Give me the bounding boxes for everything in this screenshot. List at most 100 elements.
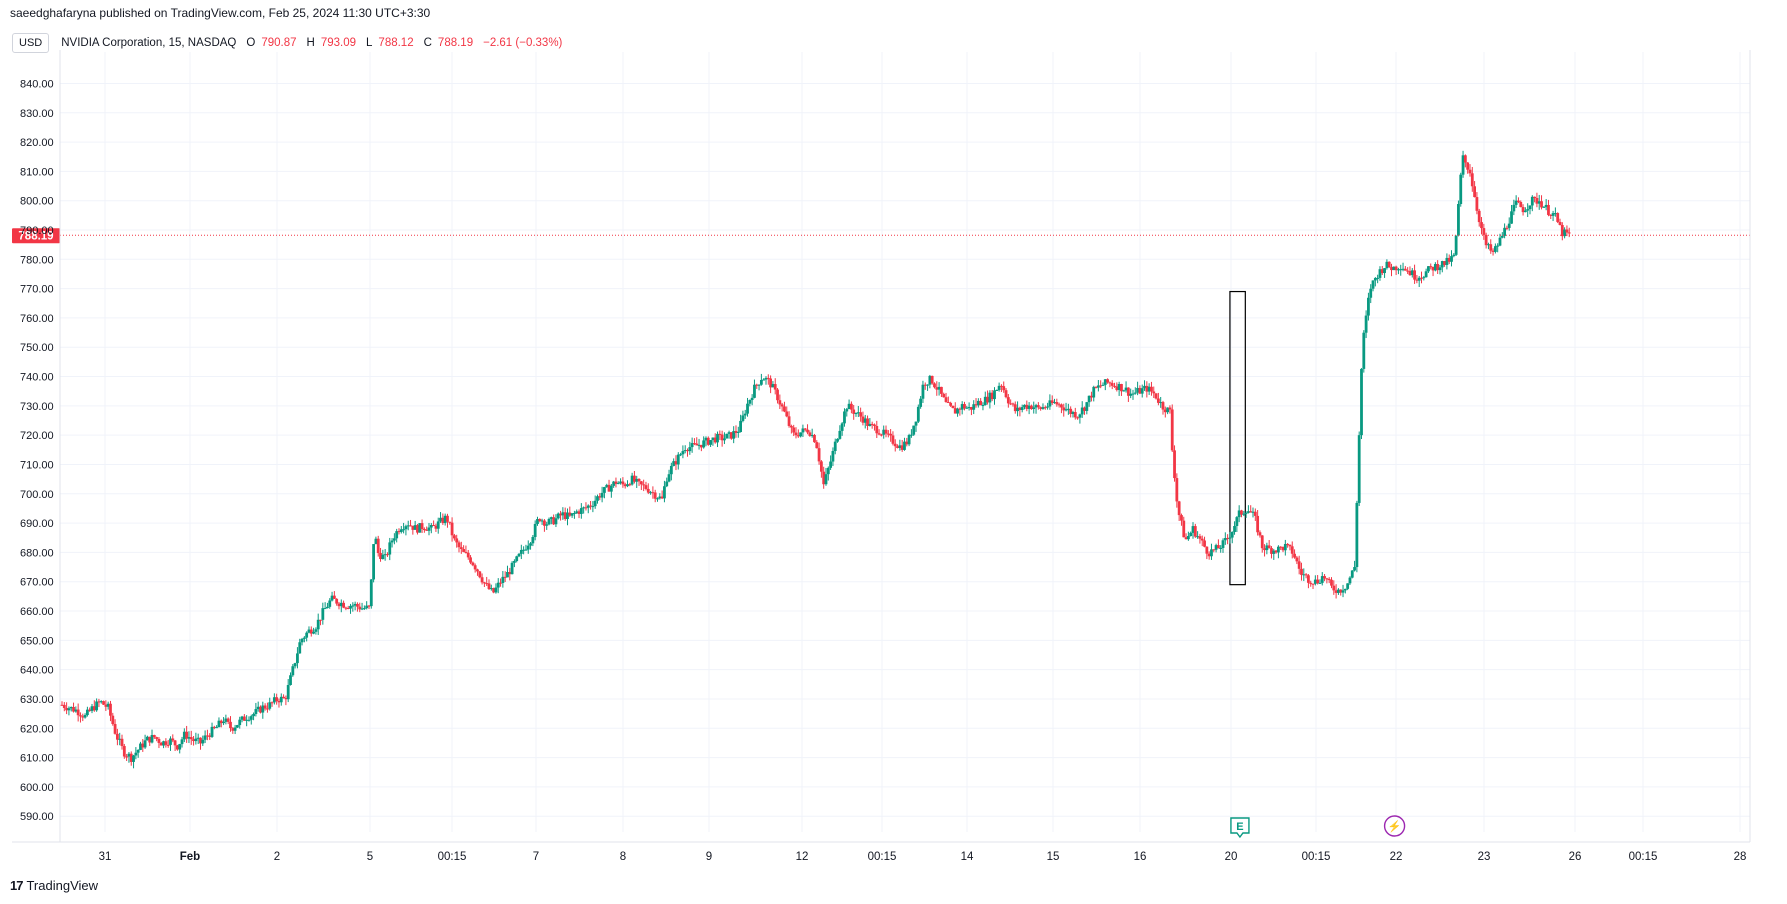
price-tick-label: 660.00 (20, 606, 54, 618)
candle-body (1233, 526, 1236, 532)
candle-body (1519, 202, 1523, 208)
price-tick-label: 740.00 (20, 372, 54, 384)
candle-body (404, 526, 408, 530)
candle-body (741, 415, 745, 421)
candle-body (335, 598, 339, 604)
candle-body (854, 413, 858, 415)
candle-body (983, 396, 987, 406)
candle-body (1120, 384, 1123, 392)
candle-body (725, 433, 729, 439)
candle-body (1558, 221, 1562, 225)
price-tick-label: 670.00 (20, 577, 54, 589)
candle-body (383, 554, 387, 556)
candle-body (693, 443, 696, 445)
candle-body (1036, 405, 1040, 408)
candle-body (838, 430, 842, 439)
candle-body (1535, 198, 1539, 204)
candle-body (330, 595, 334, 601)
candle-body (1009, 403, 1013, 405)
candle-body (376, 538, 380, 554)
candle-body (630, 475, 634, 485)
candle-body (1438, 267, 1442, 271)
candle-body (1096, 385, 1100, 388)
candle-body (1221, 540, 1225, 548)
candle-body (302, 637, 306, 639)
candle-body (1498, 237, 1502, 246)
candle-body (963, 404, 966, 409)
candle-body (1145, 385, 1149, 392)
candle-body (995, 389, 999, 391)
candle-body (1350, 570, 1354, 578)
candle-body (1415, 279, 1419, 281)
candle-body (413, 525, 417, 530)
candle-body (1383, 268, 1386, 274)
candle-body (884, 429, 888, 434)
candle-body (494, 587, 498, 593)
candle-body (418, 523, 422, 533)
candle-body (766, 377, 770, 379)
candle-body (877, 433, 881, 435)
candle-body (1216, 545, 1220, 549)
candle-body (392, 538, 396, 541)
candle-body (1270, 548, 1273, 554)
candle-body (656, 498, 659, 500)
candle-body (1339, 589, 1343, 593)
candle-body (62, 704, 66, 708)
candle-body (263, 705, 267, 709)
time-tick-label: 31 (99, 851, 112, 863)
candle-body (1207, 553, 1211, 557)
price-tick-label: 780.00 (20, 254, 54, 266)
candle-body (1325, 578, 1329, 580)
candle-body (309, 629, 313, 634)
candle-body (208, 735, 212, 737)
price-tick-label: 650.00 (20, 635, 54, 647)
candle-body (1156, 398, 1160, 403)
candle-body (529, 543, 532, 546)
candle-body (845, 409, 849, 412)
candle-body (388, 542, 392, 555)
open-label: O (246, 37, 256, 49)
price-axis: 590.00 600.00 610.00 620.00 630.00 640.00 650.… (20, 50, 1751, 842)
candle-body (196, 737, 200, 739)
candle-body (1018, 407, 1022, 410)
candle-body (323, 608, 327, 610)
candle-body (1136, 387, 1140, 393)
candle-body (432, 525, 436, 527)
candle-body (1235, 517, 1239, 527)
currency-button[interactable]: USD (12, 33, 50, 53)
candle-body (699, 444, 703, 448)
candle-body (612, 481, 616, 486)
symbol-label[interactable]: NVIDIA Corporation, 15, NASDAQ (61, 37, 237, 49)
candle-body (623, 484, 627, 487)
candle-body (1463, 155, 1467, 163)
candle-body (164, 741, 168, 745)
candle-body (245, 719, 249, 721)
candle-body (339, 602, 343, 607)
candle-body (321, 608, 325, 620)
price-tick-label: 700.00 (20, 489, 54, 501)
candle-body (792, 427, 796, 433)
candle-body (799, 432, 803, 437)
candle-body (1482, 228, 1486, 235)
candle-body (448, 521, 452, 523)
candle-body (298, 642, 302, 654)
candle-body (459, 547, 463, 550)
candle-body (506, 572, 509, 578)
candle-body (1307, 575, 1310, 583)
tradingview-footer[interactable]: 17 TradingView (10, 878, 98, 893)
candle-body (1122, 390, 1126, 392)
candle-body (291, 666, 295, 676)
candle-body (1459, 174, 1463, 205)
candle-body (406, 525, 410, 527)
time-tick-label: 15 (1047, 851, 1060, 863)
price-tick-label: 610.00 (20, 753, 54, 765)
candle-body (526, 545, 530, 550)
candle-body (1484, 234, 1488, 246)
candle-body (92, 706, 96, 711)
candle-body (1186, 536, 1190, 540)
candle-body (1440, 261, 1444, 268)
candle-body (1542, 206, 1546, 208)
low-value: 788.12 (378, 37, 414, 49)
candle-body (762, 379, 766, 381)
